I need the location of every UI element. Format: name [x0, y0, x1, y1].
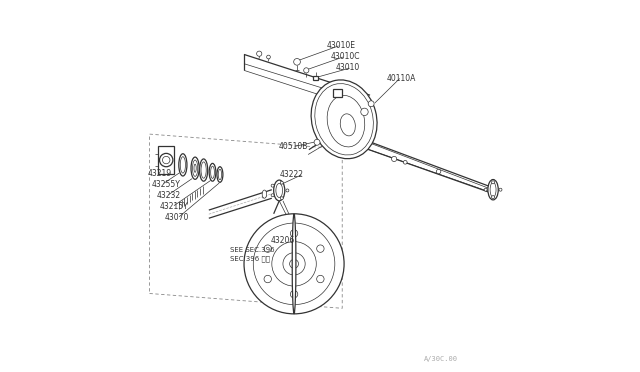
Ellipse shape	[209, 163, 216, 181]
Circle shape	[280, 197, 284, 200]
Ellipse shape	[292, 214, 296, 314]
Ellipse shape	[490, 182, 496, 197]
Text: 40110A: 40110A	[387, 74, 416, 83]
Circle shape	[368, 101, 374, 107]
Ellipse shape	[327, 95, 365, 147]
Ellipse shape	[201, 162, 206, 178]
Ellipse shape	[180, 157, 186, 173]
Circle shape	[392, 156, 397, 161]
Circle shape	[264, 245, 271, 252]
Circle shape	[257, 51, 262, 56]
Text: 43070: 43070	[165, 213, 189, 222]
Polygon shape	[313, 76, 318, 80]
Circle shape	[286, 189, 289, 192]
Circle shape	[436, 169, 441, 174]
Circle shape	[294, 58, 300, 65]
Ellipse shape	[274, 180, 285, 201]
Text: 43010C: 43010C	[330, 52, 360, 61]
Circle shape	[484, 188, 487, 191]
Text: SEC.396 参照: SEC.396 参照	[230, 255, 270, 262]
Text: 43222: 43222	[280, 170, 304, 179]
Circle shape	[267, 55, 270, 59]
Circle shape	[264, 275, 271, 283]
Circle shape	[272, 241, 316, 286]
Text: 43206: 43206	[271, 236, 295, 246]
Circle shape	[361, 108, 368, 116]
Ellipse shape	[179, 154, 187, 176]
Text: SEE SEC.396: SEE SEC.396	[230, 247, 275, 253]
Text: 43255Y: 43255Y	[152, 180, 180, 189]
Circle shape	[244, 214, 344, 314]
Circle shape	[492, 181, 495, 184]
Text: 43219: 43219	[148, 169, 172, 177]
Circle shape	[492, 196, 495, 199]
Circle shape	[271, 194, 274, 197]
Text: 43232: 43232	[156, 191, 180, 200]
Ellipse shape	[193, 160, 198, 176]
Ellipse shape	[311, 80, 377, 159]
Ellipse shape	[276, 183, 283, 198]
Text: A/30C.00: A/30C.00	[424, 356, 458, 362]
Circle shape	[163, 156, 170, 164]
Circle shape	[314, 139, 320, 145]
Ellipse shape	[315, 84, 373, 155]
Circle shape	[280, 181, 284, 184]
Ellipse shape	[218, 169, 221, 180]
Circle shape	[499, 188, 502, 191]
Ellipse shape	[191, 157, 199, 179]
Circle shape	[283, 253, 305, 275]
Circle shape	[291, 230, 298, 237]
Ellipse shape	[194, 164, 196, 172]
Text: 40510B: 40510B	[278, 142, 308, 151]
Circle shape	[290, 259, 298, 268]
Ellipse shape	[262, 190, 267, 198]
Circle shape	[271, 184, 274, 187]
Ellipse shape	[340, 114, 355, 136]
Ellipse shape	[488, 180, 499, 200]
Text: 43215Y: 43215Y	[160, 202, 189, 211]
Circle shape	[317, 275, 324, 283]
Ellipse shape	[217, 167, 223, 182]
Circle shape	[253, 223, 335, 305]
Text: 43010: 43010	[336, 63, 360, 72]
Circle shape	[291, 291, 298, 298]
Text: 43010E: 43010E	[326, 41, 355, 50]
Circle shape	[317, 245, 324, 252]
Ellipse shape	[200, 159, 208, 181]
Polygon shape	[333, 89, 342, 97]
Polygon shape	[158, 146, 174, 174]
Circle shape	[159, 153, 173, 167]
Circle shape	[403, 160, 407, 164]
Circle shape	[304, 68, 309, 73]
Ellipse shape	[211, 166, 214, 179]
